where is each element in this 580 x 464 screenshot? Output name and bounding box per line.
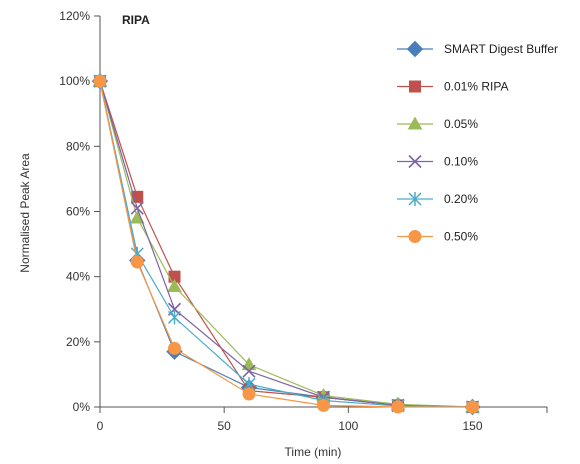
legend-label: 0.50% [444, 230, 478, 244]
series-3 [92, 73, 480, 413]
y-tick-label: 120% [59, 9, 90, 23]
y-tick-label: 0% [73, 400, 91, 414]
series-line [99, 80, 473, 408]
data-point [168, 341, 181, 355]
y-tick-label: 40% [66, 270, 90, 284]
data-point [167, 278, 182, 292]
legend: SMART Digest Buffer 0.01% RIPA 0.05% 0.10% 0… [397, 40, 558, 244]
legend-marker [408, 230, 422, 243]
y-tick-label: 80% [66, 139, 90, 153]
series-layer [91, 72, 481, 416]
y-tick-label: 60% [66, 205, 90, 219]
chart-title: RIPA [122, 13, 150, 27]
data-point [242, 364, 256, 378]
series-line [99, 80, 473, 408]
y-tick-label: 100% [59, 74, 90, 88]
series-6 [93, 74, 479, 414]
series-line [99, 81, 473, 408]
data-point [130, 201, 144, 215]
legend-marker [408, 154, 422, 169]
data-point [242, 387, 256, 401]
data-point [391, 400, 405, 414]
x-tick-label: 0 [97, 419, 104, 433]
legend-item: 0.20% [397, 192, 478, 206]
legend-item: SMART Digest Buffer [397, 40, 558, 58]
legend-label: 0.05% [444, 117, 478, 131]
y-tick-label: 20% [66, 335, 90, 349]
data-point [167, 310, 182, 325]
legend-item: 0.10% [397, 155, 478, 169]
series-line [99, 81, 473, 408]
legend-marker [409, 80, 421, 93]
legend-marker [408, 192, 422, 206]
data-point [317, 398, 330, 412]
series-line [99, 81, 473, 408]
data-point [466, 400, 479, 414]
legend-item: 0.50% [397, 230, 478, 244]
legend-item: 0.05% [397, 116, 478, 131]
legend-label: SMART Digest Buffer [444, 42, 558, 56]
legend-item: 0.01% RIPA [397, 80, 508, 94]
x-tick-label: 100 [338, 419, 358, 433]
axes: 0% 20% 40% 60% 80% 100% 120% 0 50 100 150 [59, 9, 548, 433]
series-line [99, 81, 473, 408]
data-point [241, 357, 257, 371]
legend-marker [406, 40, 424, 58]
legend-marker [407, 116, 423, 130]
x-tick-label: 150 [462, 419, 482, 433]
legend-label: 0.01% RIPA [444, 80, 508, 94]
data-point [93, 74, 107, 88]
legend-label: 0.20% [444, 192, 478, 206]
legend-label: 0.10% [444, 155, 478, 169]
x-axis-title: Time (min) [285, 445, 342, 459]
x-tick-label: 50 [217, 419, 231, 433]
y-axis-title: Normalised Peak Area [18, 153, 32, 273]
data-point [130, 255, 144, 269]
